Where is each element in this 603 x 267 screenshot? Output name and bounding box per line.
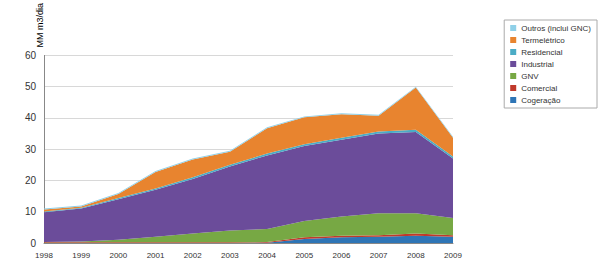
svg-text:MM m3/dia: MM m3/dia <box>35 3 45 48</box>
svg-text:2005: 2005 <box>295 251 313 260</box>
svg-text:20: 20 <box>25 175 37 186</box>
svg-text:Industrial: Industrial <box>521 60 554 69</box>
svg-text:2006: 2006 <box>333 251 351 260</box>
svg-text:Comercial: Comercial <box>521 84 557 93</box>
svg-text:2003: 2003 <box>221 251 239 260</box>
svg-text:40: 40 <box>25 112 37 123</box>
svg-text:0: 0 <box>30 238 36 249</box>
svg-text:2000: 2000 <box>109 251 127 260</box>
svg-text:10: 10 <box>25 206 37 217</box>
svg-text:30: 30 <box>25 144 37 155</box>
svg-text:Outros (inclui GNC): Outros (inclui GNC) <box>521 24 591 33</box>
svg-text:2004: 2004 <box>258 251 276 260</box>
svg-text:Termelétrico: Termelétrico <box>521 36 565 45</box>
svg-text:2009: 2009 <box>444 251 462 260</box>
svg-text:2001: 2001 <box>147 251 165 260</box>
svg-text:2007: 2007 <box>370 251 388 260</box>
svg-text:GNV: GNV <box>521 72 539 81</box>
svg-text:Cogeração: Cogeração <box>521 96 561 105</box>
svg-text:50: 50 <box>25 81 37 92</box>
svg-text:60: 60 <box>25 50 37 61</box>
svg-text:1999: 1999 <box>72 251 90 260</box>
svg-text:1998: 1998 <box>35 251 53 260</box>
svg-text:2008: 2008 <box>407 251 425 260</box>
svg-text:Residencial: Residencial <box>521 48 563 57</box>
svg-text:2002: 2002 <box>184 251 202 260</box>
